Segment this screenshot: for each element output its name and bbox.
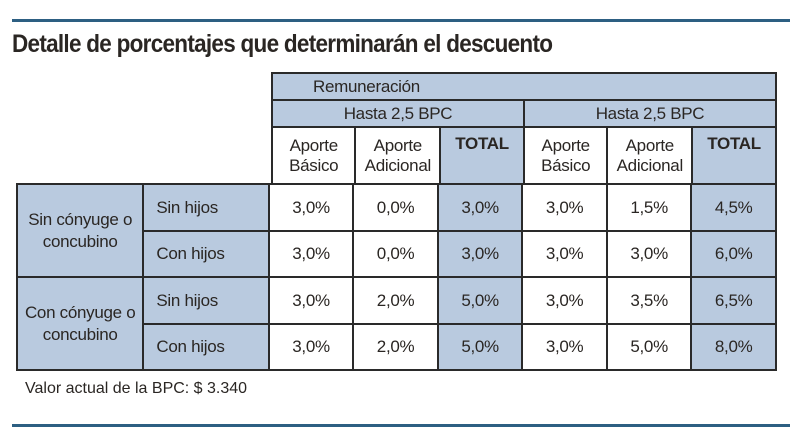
total-cell: 5,0% — [436, 323, 524, 371]
col-header: Aporte Adicional — [606, 126, 694, 186]
data-table: Sin cónyuge o concubino Sin hijos 3,0% 0… — [15, 183, 777, 371]
cell: 3,0% — [521, 323, 608, 371]
total-cell: 6,5% — [690, 276, 777, 325]
top-rule — [12, 19, 790, 22]
cell: 3,0% — [521, 230, 608, 278]
total-cell: 5,0% — [436, 276, 524, 325]
col-header: Aporte Adicional — [354, 126, 442, 186]
cell: 3,0% — [605, 230, 693, 278]
bottom-rule — [12, 424, 790, 427]
cell: 2,0% — [352, 323, 439, 371]
table-row: Con hijos 3,0% 2,0% 5,0% 3,0% 5,0% 8,0% — [17, 323, 777, 371]
row-group-label: Con cónyuge o concubino — [15, 276, 145, 371]
cell: 3,0% — [521, 276, 608, 325]
table-row: Con cónyuge o concubino Sin hijos 3,0% 2… — [15, 276, 777, 371]
cell: 3,0% — [521, 183, 608, 232]
total-cell: 3,0% — [436, 230, 524, 278]
cell: 3,0% — [267, 183, 355, 232]
cell: 3,0% — [267, 276, 355, 325]
group-header-2: Hasta 2,5 BPC — [522, 99, 778, 128]
cell: 3,5% — [605, 276, 693, 325]
col-header: Aporte Básico — [522, 126, 609, 186]
cell: 0,0% — [352, 230, 439, 278]
cell: 0,0% — [352, 183, 439, 232]
col-header-total: TOTAL — [691, 126, 777, 186]
table-row: Con hijos 3,0% 0,0% 3,0% 3,0% 3,0% 6,0% — [17, 230, 777, 278]
total-cell: 4,5% — [690, 183, 777, 232]
cell: 5,0% — [605, 323, 693, 371]
cell: 3,0% — [267, 323, 355, 371]
row-sub-label: Sin hijos — [142, 276, 270, 325]
bpc-value-note: Valor actual de la BPC: $ 3.340 — [25, 380, 248, 397]
row-group-label: Sin cónyuge o concubino — [15, 183, 145, 278]
col-header: Aporte Básico — [270, 126, 357, 186]
page-title: Detalle de porcentajes que determinarán … — [12, 30, 553, 58]
group-header-1: Hasta 2,5 BPC — [271, 99, 525, 128]
cell: 2,0% — [352, 276, 439, 325]
row-sub-label: Con hijos — [142, 230, 270, 278]
total-cell: 3,0% — [436, 183, 524, 232]
col-header-total: TOTAL — [439, 126, 525, 186]
cell: 1,5% — [605, 183, 693, 232]
column-header-table: Remuneración Hasta 2,5 BPC Hasta 2,5 BPC … — [270, 72, 778, 186]
total-cell: 8,0% — [690, 323, 777, 371]
row-sub-label: Sin hijos — [142, 183, 270, 232]
table-row: Sin cónyuge o concubino Sin hijos 3,0% 0… — [15, 183, 777, 278]
row-sub-label: Con hijos — [142, 323, 270, 371]
remuneracion-header: Remuneración — [271, 72, 777, 101]
total-cell: 6,0% — [690, 230, 777, 278]
cell: 3,0% — [267, 230, 355, 278]
